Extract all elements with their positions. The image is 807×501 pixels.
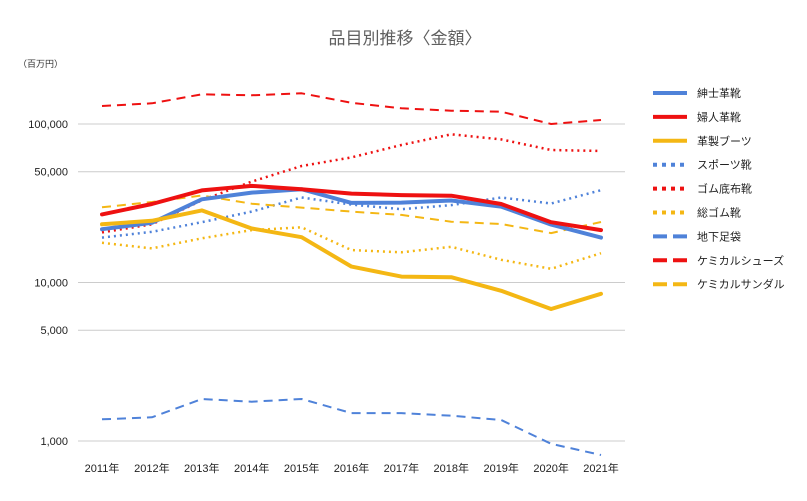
legend-item: 革製ブーツ (653, 134, 752, 148)
y-axis-ticks: 1,000 5,000 10,000 50,000 100,000 (28, 119, 68, 448)
y-tick-label: 1,000 (40, 436, 68, 448)
series-line-1 (100, 187, 603, 240)
x-tick-label: 2021年 (583, 461, 618, 475)
gridlines (78, 123, 625, 442)
x-tick-label: 2018年 (434, 461, 469, 475)
series-line-9 (101, 194, 602, 235)
x-tick-label: 2016年 (334, 461, 369, 475)
chart-title: 品目別推移〈金額〉 (329, 29, 482, 49)
x-axis-ticks: 2011年 2012年 2013年 2014年 2015年 2016年 2017年 2018年… (85, 461, 619, 475)
x-tick-label: 2015年 (284, 461, 319, 475)
legend-item: 地下足袋 (653, 229, 741, 243)
series-lines (100, 92, 603, 456)
legend-label: ケミカルシューズ (697, 253, 784, 267)
series-line-6 (101, 226, 602, 271)
x-tick-label: 2017年 (384, 461, 419, 475)
series-line-8 (101, 92, 602, 125)
legend-item: ケミカルシューズ (653, 253, 784, 267)
x-tick-label: 2019年 (483, 461, 518, 475)
x-tick-label: 2014年 (234, 461, 269, 475)
legend: 紳士革靴婦人革靴革製ブーツスポーツ靴ゴム底布靴総ゴム靴地下足袋ケミカルシューズケ… (653, 86, 785, 291)
legend-label: 婦人革靴 (697, 110, 741, 124)
y-tick-label: 5,000 (40, 325, 68, 337)
legend-label: 総ゴム靴 (697, 206, 741, 220)
legend-label: ケミカルサンダル (697, 277, 785, 291)
legend-label: 地下足袋 (697, 229, 741, 243)
y-tick-label: 50,000 (34, 167, 68, 179)
legend-label: 革製ブーツ (697, 134, 752, 148)
legend-label: 紳士革靴 (697, 86, 741, 100)
series-line-3 (100, 208, 603, 311)
x-tick-label: 2020年 (533, 461, 568, 475)
legend-item: ケミカルサンダル (653, 277, 785, 291)
series-line-2 (100, 183, 603, 233)
legend-item: 婦人革靴 (653, 110, 741, 124)
legend-label: スポーツ靴 (697, 158, 752, 172)
x-tick-label: 2013年 (184, 461, 219, 475)
legend-item: 紳士革靴 (653, 86, 741, 100)
x-tick-label: 2012年 (134, 461, 169, 475)
series-line-4 (101, 188, 602, 239)
series-line-7 (101, 398, 602, 456)
y-tick-label: 10,000 (34, 278, 68, 290)
legend-item: ゴム底布靴 (653, 182, 752, 196)
y-axis-unit-label: （百万円） (18, 59, 63, 70)
legend-item: スポーツ靴 (653, 158, 752, 172)
legend-label: ゴム底布靴 (697, 182, 752, 196)
y-tick-label: 100,000 (28, 119, 68, 131)
x-tick-label: 2011年 (85, 461, 120, 475)
legend-item: 総ゴム靴 (653, 206, 741, 220)
